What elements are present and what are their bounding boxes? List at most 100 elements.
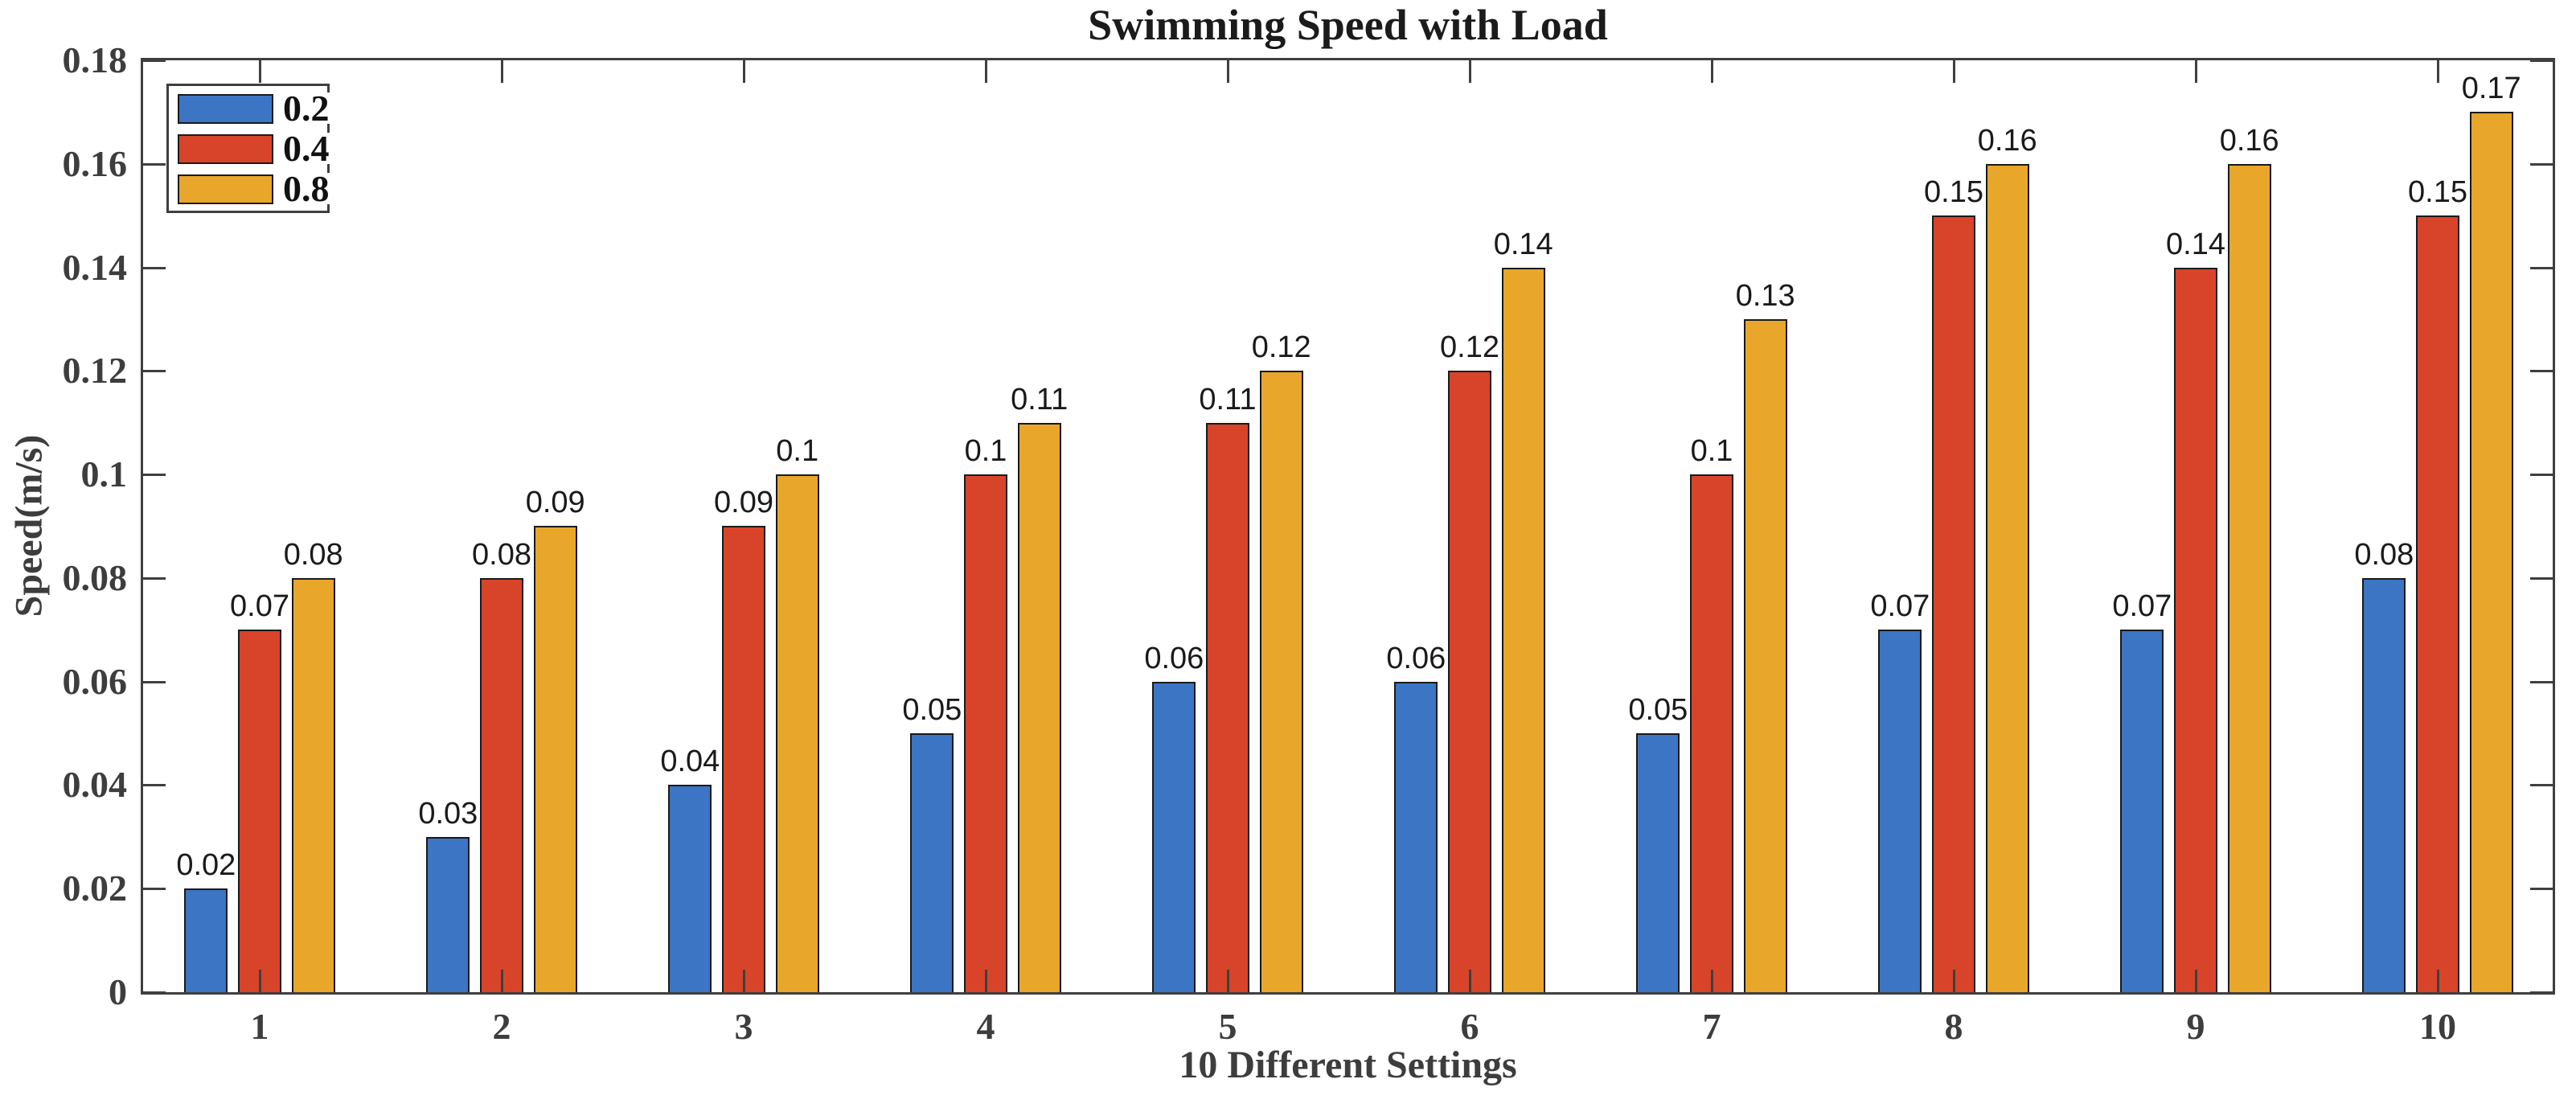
y-tick-label: 0.14 — [62, 247, 128, 288]
bar-series-0.8 — [533, 526, 577, 992]
x-axis-top-tick — [1226, 60, 1229, 83]
bar-series-0.4 — [1690, 474, 1733, 992]
x-axis-top-tick — [984, 60, 987, 83]
bar-series-0.4 — [480, 578, 523, 992]
bar-value-label: 0.05 — [902, 693, 962, 727]
bar-series-0.2 — [2362, 578, 2406, 992]
x-axis-tick — [742, 970, 745, 992]
y-axis-right-tick — [2530, 369, 2553, 372]
bar-value-label: 0.08 — [472, 538, 531, 572]
bar-value-label: 0.12 — [1440, 330, 1499, 364]
bar-value-label: 0.07 — [230, 589, 289, 623]
bar-series-0.8 — [2469, 112, 2513, 992]
y-tick-label: 0.04 — [62, 764, 128, 805]
bar-value-label: 0.14 — [1493, 228, 1553, 261]
y-axis-right-tick — [2530, 59, 2553, 62]
bar-series-0.8 — [1259, 371, 1303, 992]
bar-series-0.2 — [1394, 682, 1438, 992]
x-axis-top-tick — [500, 60, 503, 83]
y-axis-right-tick — [2530, 680, 2553, 683]
chart-title: Swimming Speed with Load — [1088, 1, 1608, 49]
bar-value-label: 0.11 — [1199, 383, 1257, 416]
bar-value-label: 0.07 — [1870, 589, 1930, 623]
x-axis-top-tick — [258, 60, 261, 83]
bar-value-label: 0.08 — [283, 538, 343, 572]
y-axis-right-tick — [2530, 473, 2553, 476]
y-tick-label: 0.06 — [62, 661, 128, 702]
bar-value-label: 0.09 — [525, 486, 585, 519]
bar-series-0.4 — [238, 630, 281, 992]
y-axis-right-tick — [2530, 576, 2553, 580]
y-axis-tick — [143, 783, 166, 786]
bar-series-0.4 — [2174, 268, 2217, 992]
bar-value-label: 0.13 — [1735, 279, 1795, 313]
x-axis-top-tick — [1952, 60, 1955, 83]
bar-series-0.8 — [1501, 268, 1545, 992]
x-axis-label: 10 Different Settings — [1179, 1044, 1517, 1086]
x-tick-label: 1 — [250, 1006, 269, 1047]
bar-series-0.2 — [910, 733, 954, 992]
x-axis-tick — [2194, 970, 2197, 992]
bar-value-label: 0.11 — [1011, 383, 1069, 416]
x-tick-label: 8 — [1944, 1006, 1963, 1047]
legend-swatch-0.4 — [178, 134, 273, 164]
legend-swatch-0.8 — [178, 174, 273, 204]
y-axis-right-tick — [2530, 266, 2553, 269]
y-tick-label: 0.12 — [62, 350, 128, 391]
bar-series-0.2 — [1152, 682, 1196, 992]
bar-value-label: 0.1 — [776, 434, 819, 468]
bar-value-label: 0.1 — [964, 434, 1007, 468]
bar-value-label: 0.12 — [1251, 330, 1311, 364]
bar-series-0.2 — [1636, 733, 1680, 992]
bar-series-0.4 — [722, 526, 765, 992]
y-axis-tick — [143, 991, 166, 994]
y-tick-label: 0.02 — [62, 868, 128, 909]
x-tick-label: 3 — [734, 1006, 753, 1047]
y-tick-label: 0.08 — [62, 557, 128, 598]
bar-series-0.4 — [1448, 371, 1491, 992]
y-axis-tick — [143, 162, 166, 166]
x-axis-top-tick — [1710, 60, 1713, 83]
x-axis-tick — [1468, 970, 1471, 992]
x-axis-top-tick — [742, 60, 745, 83]
x-axis-tick — [1226, 970, 1229, 992]
bar-value-label: 0.09 — [714, 486, 773, 519]
bar-series-0.8 — [1017, 423, 1061, 992]
bar-value-label: 0.08 — [2354, 538, 2414, 572]
y-tick-label: 0.1 — [80, 453, 128, 494]
x-axis-tick — [984, 970, 987, 992]
bar-value-label: 0.05 — [1628, 693, 1688, 727]
x-tick-label: 9 — [2186, 1006, 2205, 1047]
x-tick-label: 7 — [1702, 1006, 1721, 1047]
x-tick-label: 4 — [976, 1006, 995, 1047]
y-axis-right-tick — [2530, 783, 2553, 786]
bar-series-0.4 — [964, 474, 1007, 992]
bar-series-0.8 — [1985, 164, 2029, 992]
bar-series-0.2 — [668, 785, 712, 992]
x-axis-top-tick — [2436, 60, 2439, 83]
plot-area — [141, 58, 2555, 995]
y-tick-label: 0 — [109, 971, 127, 1012]
bar-value-label: 0.06 — [1144, 642, 1204, 675]
y-tick-label: 0.18 — [62, 39, 128, 80]
bar-value-label: 0.15 — [1924, 175, 1983, 209]
y-axis-tick — [143, 887, 166, 890]
bar-series-0.8 — [2227, 164, 2271, 992]
x-axis-tick — [500, 970, 503, 992]
bar-series-0.8 — [775, 474, 819, 992]
bar-value-label: 0.15 — [2408, 175, 2467, 209]
legend-label: 0.8 — [281, 170, 336, 207]
x-axis-top-tick — [2194, 60, 2197, 83]
bar-series-0.2 — [1878, 630, 1922, 992]
legend-label: 0.2 — [281, 90, 336, 127]
bar-series-0.2 — [2120, 630, 2164, 992]
bar-value-label: 0.16 — [2219, 124, 2279, 158]
legend-label: 0.4 — [281, 130, 336, 167]
bar-value-label: 0.1 — [1690, 434, 1733, 468]
legend: 0.2 0.4 0.8 — [166, 84, 336, 213]
y-axis-tick — [143, 473, 166, 476]
y-axis-tick — [143, 369, 166, 372]
y-axis-right-tick — [2530, 887, 2553, 890]
bar-series-0.4 — [1932, 215, 1975, 992]
